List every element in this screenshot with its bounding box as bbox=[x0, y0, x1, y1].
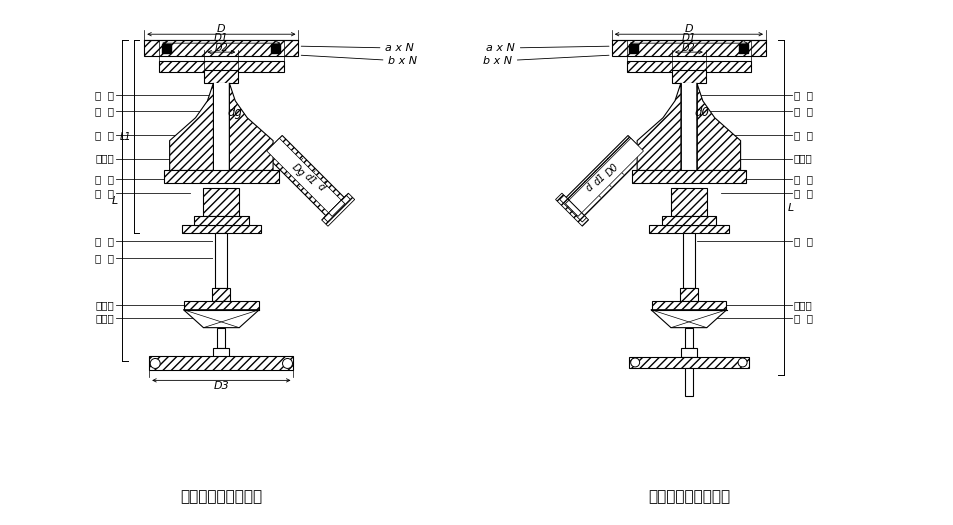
Text: D0: D0 bbox=[603, 162, 620, 178]
Text: b x N: b x N bbox=[301, 55, 417, 66]
Bar bbox=[626, 61, 750, 72]
Text: d1: d1 bbox=[302, 172, 317, 187]
Text: 密封圈: 密封圈 bbox=[793, 153, 812, 164]
Text: L: L bbox=[787, 203, 793, 213]
Text: 大手轮: 大手轮 bbox=[95, 300, 114, 310]
Bar bbox=[629, 44, 638, 53]
Polygon shape bbox=[565, 135, 645, 216]
Bar bbox=[671, 70, 705, 83]
Bar bbox=[660, 216, 716, 225]
Text: 阀  体: 阀 体 bbox=[793, 130, 812, 140]
Text: 丝  杆: 丝 杆 bbox=[793, 313, 812, 323]
Text: 密封圈: 密封圈 bbox=[95, 153, 114, 164]
Polygon shape bbox=[229, 83, 273, 171]
Bar bbox=[680, 348, 696, 356]
Text: D1: D1 bbox=[213, 33, 229, 43]
Text: d: d bbox=[583, 182, 595, 193]
Text: 支  架: 支 架 bbox=[793, 188, 812, 198]
Text: 压  盖: 压 盖 bbox=[793, 174, 812, 184]
Text: b x N: b x N bbox=[482, 55, 608, 66]
Bar bbox=[184, 301, 258, 310]
Polygon shape bbox=[555, 193, 588, 226]
Polygon shape bbox=[183, 310, 259, 328]
Text: D3: D3 bbox=[213, 381, 229, 391]
Text: 下展示放料阀结构图: 下展示放料阀结构图 bbox=[647, 489, 729, 503]
Bar bbox=[213, 288, 230, 301]
Bar bbox=[149, 356, 294, 371]
Bar bbox=[682, 233, 694, 288]
Text: 阀  体: 阀 体 bbox=[95, 130, 114, 140]
Text: L: L bbox=[112, 196, 118, 206]
Bar bbox=[648, 225, 728, 233]
Bar bbox=[679, 288, 697, 301]
Bar bbox=[164, 171, 278, 183]
Text: 孔  板: 孔 板 bbox=[793, 90, 812, 100]
Circle shape bbox=[630, 358, 639, 367]
Text: D2: D2 bbox=[214, 43, 228, 53]
Bar bbox=[181, 225, 261, 233]
Text: 支  架: 支 架 bbox=[95, 188, 114, 198]
Text: D: D bbox=[217, 24, 226, 34]
Text: 压  盖: 压 盖 bbox=[95, 174, 114, 184]
Text: L1: L1 bbox=[119, 132, 132, 142]
Polygon shape bbox=[650, 310, 726, 328]
Text: 阀  芯: 阀 芯 bbox=[793, 106, 812, 116]
Bar bbox=[193, 216, 249, 225]
Circle shape bbox=[282, 359, 293, 369]
Bar bbox=[670, 188, 706, 216]
Text: d0: d0 bbox=[694, 106, 709, 119]
Bar bbox=[215, 233, 227, 288]
Bar bbox=[217, 328, 225, 348]
Bar bbox=[611, 40, 765, 56]
Bar bbox=[684, 369, 692, 396]
Text: d: d bbox=[314, 182, 326, 193]
Bar bbox=[161, 44, 171, 53]
Bar bbox=[271, 44, 280, 53]
Text: 上展示放料阀结构图: 上展示放料阀结构图 bbox=[180, 489, 262, 503]
Text: D2: D2 bbox=[681, 43, 695, 53]
Polygon shape bbox=[637, 83, 680, 171]
Bar bbox=[684, 328, 692, 348]
Text: d1: d1 bbox=[592, 172, 607, 187]
Polygon shape bbox=[170, 83, 213, 171]
Text: D1: D1 bbox=[680, 33, 696, 43]
Bar bbox=[203, 188, 239, 216]
Text: 孔  板: 孔 板 bbox=[95, 90, 114, 100]
Text: 大手轮: 大手轮 bbox=[793, 300, 812, 310]
Polygon shape bbox=[328, 200, 344, 216]
Polygon shape bbox=[565, 200, 581, 216]
Polygon shape bbox=[264, 135, 344, 216]
Polygon shape bbox=[568, 138, 643, 213]
Polygon shape bbox=[696, 83, 740, 171]
Text: a x N: a x N bbox=[485, 43, 608, 53]
Bar bbox=[144, 40, 298, 56]
Text: 丝  杆: 丝 杆 bbox=[95, 236, 114, 246]
Bar bbox=[204, 70, 238, 83]
Bar bbox=[213, 83, 229, 400]
Text: D: D bbox=[684, 24, 693, 34]
Text: a x N: a x N bbox=[301, 43, 414, 53]
Bar bbox=[213, 348, 229, 356]
Bar bbox=[680, 83, 696, 400]
Text: Dg: Dg bbox=[289, 162, 306, 178]
Circle shape bbox=[738, 358, 746, 367]
Bar bbox=[159, 61, 283, 72]
Polygon shape bbox=[323, 195, 350, 222]
Bar bbox=[738, 44, 747, 53]
Polygon shape bbox=[321, 193, 355, 226]
Bar bbox=[631, 171, 745, 183]
Text: 螺  杆: 螺 杆 bbox=[793, 236, 812, 246]
Text: 阀  杆: 阀 杆 bbox=[95, 253, 114, 263]
Text: dg: dg bbox=[227, 106, 242, 119]
Text: 阀  芯: 阀 芯 bbox=[95, 106, 114, 116]
Polygon shape bbox=[267, 138, 341, 213]
Circle shape bbox=[150, 359, 160, 369]
Bar bbox=[651, 301, 725, 310]
Polygon shape bbox=[559, 195, 586, 222]
Bar bbox=[629, 356, 748, 369]
Text: 小手轮: 小手轮 bbox=[95, 313, 114, 323]
